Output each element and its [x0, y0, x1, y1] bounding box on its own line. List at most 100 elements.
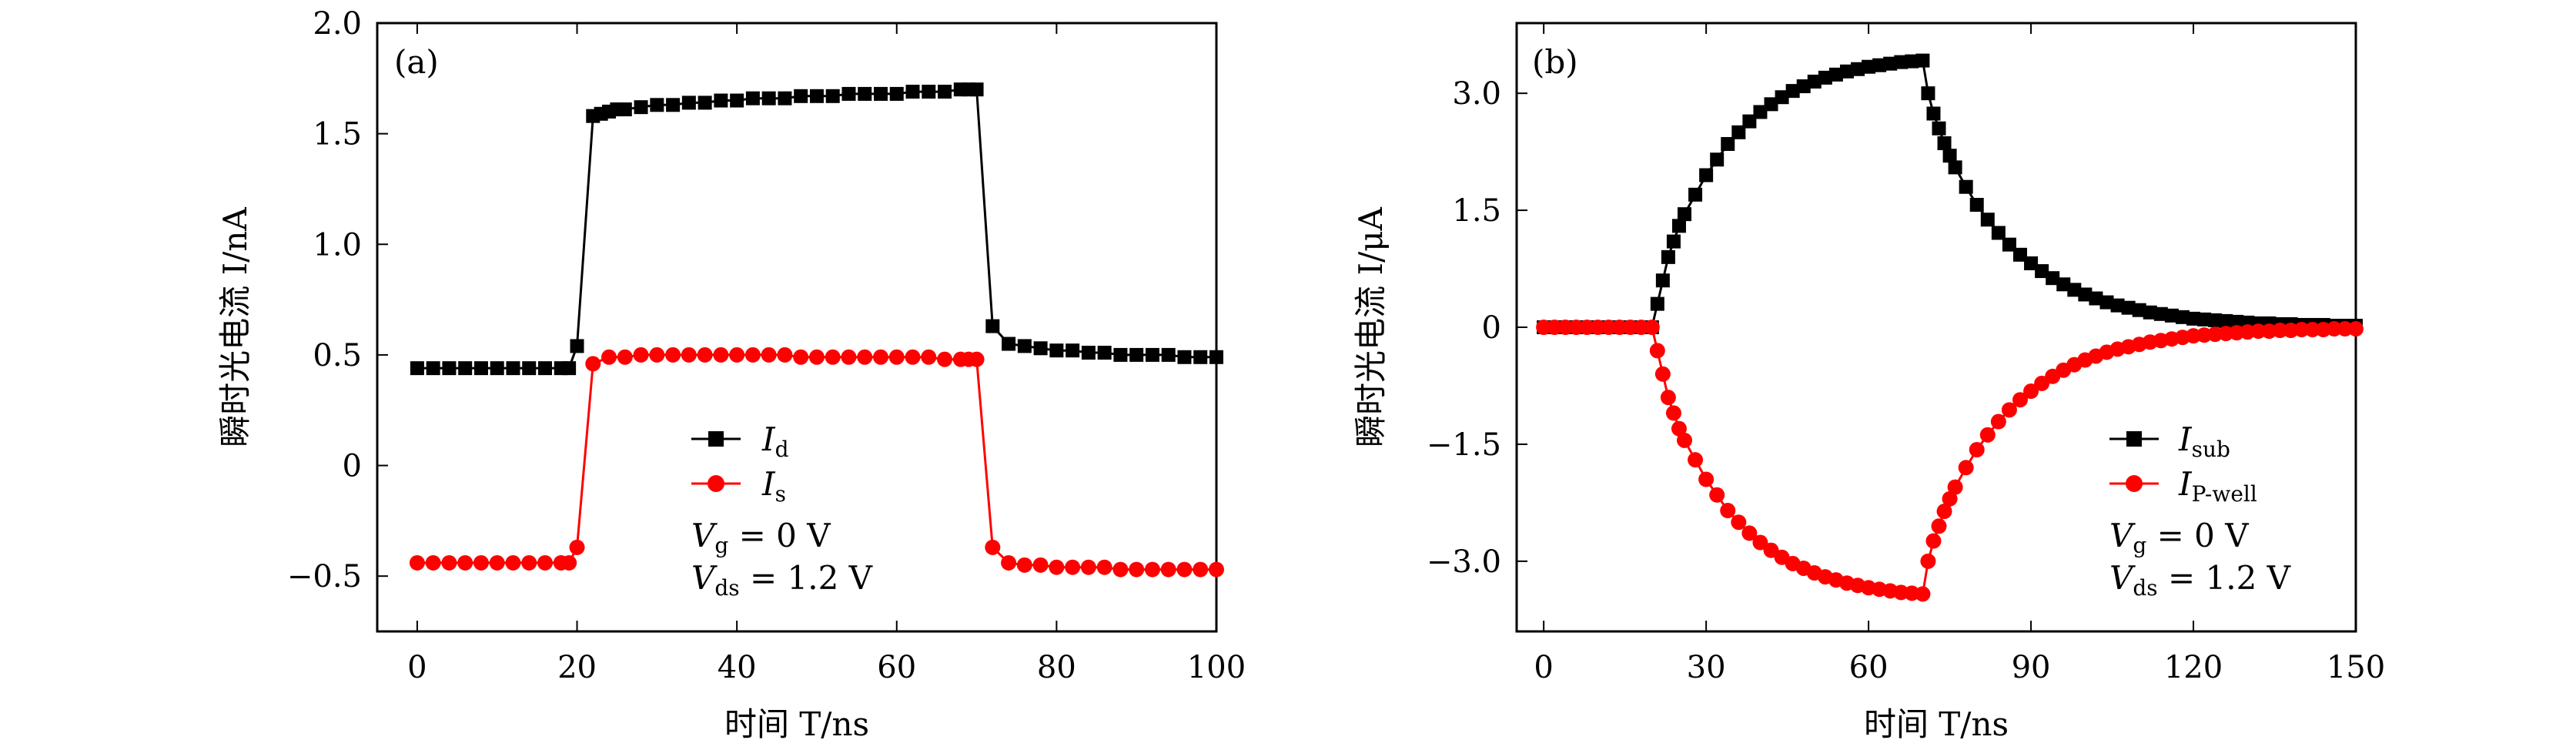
- data-point: [1129, 561, 1145, 578]
- legend-marker-id: [708, 431, 724, 447]
- data-point: [1915, 586, 1931, 602]
- data-point: [473, 554, 489, 571]
- x-tick-label: 0: [407, 650, 427, 685]
- x-tick-label: 120: [2164, 650, 2223, 685]
- series-lines-a: [417, 88, 1216, 571]
- panel-a: (a) 0 20 40 60 80 100 −0.5 0 0.5 1.0 1.5 2.0 时间 T/…: [216, 6, 1246, 743]
- data-point: [921, 349, 937, 365]
- y-tick-label: 2.0: [313, 6, 362, 42]
- data-point: [1699, 168, 1714, 182]
- panel-label-a: (a): [394, 43, 439, 81]
- data-point: [1936, 504, 1952, 520]
- y-tick-label: 0: [1482, 310, 1501, 346]
- data-point: [1775, 90, 1789, 105]
- data-point: [1650, 296, 1664, 311]
- x-tick-label: 150: [2327, 650, 2385, 685]
- y-tick-label: 1.0: [313, 227, 362, 263]
- data-point: [841, 349, 857, 365]
- data-point: [1741, 525, 1758, 541]
- data-point: [985, 319, 1000, 333]
- condition-vg-a: Vg = 0 V: [691, 517, 831, 558]
- data-point: [2110, 298, 2125, 313]
- data-point: [1601, 320, 1617, 335]
- data-point: [969, 351, 985, 367]
- data-point: [634, 100, 648, 115]
- x-tick-label: 0: [1534, 650, 1553, 685]
- data-point: [1096, 559, 1112, 575]
- legend-marker-is: [708, 475, 724, 492]
- data-point: [1688, 187, 1703, 202]
- y-tick-label: 1.5: [313, 117, 362, 152]
- data-point: [1633, 320, 1649, 335]
- data-point: [730, 93, 744, 108]
- data-point: [1654, 366, 1671, 382]
- data-point: [744, 347, 761, 363]
- data-point: [1666, 234, 1681, 249]
- data-point: [1177, 350, 1192, 364]
- data-point: [1980, 213, 1995, 227]
- data-point: [441, 554, 457, 571]
- x-tick-label: 80: [1037, 650, 1076, 685]
- data-point: [697, 347, 713, 363]
- data-point: [1720, 503, 1736, 519]
- data-point: [698, 95, 712, 110]
- legend-label-isub: Isub: [2178, 420, 2230, 462]
- data-point: [2304, 322, 2320, 338]
- data-point: [1905, 54, 1919, 69]
- data-point: [873, 349, 888, 365]
- data-point: [1113, 347, 1128, 362]
- data-point: [1948, 160, 1962, 175]
- data-point: [1862, 59, 1876, 74]
- y-axis-title-a: 瞬时光电流 I/nA: [216, 207, 254, 447]
- data-point: [601, 349, 617, 365]
- data-point: [937, 351, 953, 367]
- y-tick-label: 1.5: [1452, 193, 1501, 229]
- data-point: [649, 347, 665, 363]
- data-point: [1049, 559, 1065, 575]
- data-point: [650, 98, 664, 112]
- data-point: [745, 91, 760, 105]
- data-point: [538, 361, 552, 376]
- data-point: [1049, 343, 1064, 358]
- data-point: [2002, 237, 2016, 252]
- data-point: [1568, 320, 1584, 335]
- data-point: [2067, 283, 2082, 297]
- data-point: [1032, 557, 1049, 573]
- data-point: [2186, 311, 2201, 326]
- data-point: [585, 356, 601, 372]
- data-point: [2250, 323, 2267, 340]
- data-point: [1033, 341, 1048, 356]
- data-point: [761, 347, 777, 363]
- data-point: [1066, 343, 1080, 358]
- x-tick-label: 90: [2012, 650, 2051, 685]
- legend-label-ipwell: IP-well: [2178, 465, 2257, 507]
- data-point: [681, 95, 696, 110]
- data-point: [1990, 414, 2006, 430]
- data-point: [1644, 320, 1660, 335]
- panel-b: (b) 0 30 60 90 120 150 −3.0 −1.5 0 1.5 3.0 时间 T/n…: [1352, 22, 2385, 743]
- data-point: [633, 347, 649, 363]
- data-point: [1731, 514, 1747, 531]
- y-tick-label: −3.0: [1427, 544, 1501, 580]
- data-point: [2337, 321, 2353, 337]
- data-point: [1883, 56, 1898, 71]
- data-point: [1678, 207, 1691, 222]
- series-line-id: [417, 88, 1216, 370]
- data-point: [1665, 405, 1681, 421]
- data-point: [809, 89, 824, 103]
- legend-marker-isub: [2126, 431, 2142, 447]
- data-point: [1112, 561, 1129, 578]
- condition-vg-b: Vg = 0 V: [2109, 517, 2249, 558]
- data-point: [1176, 561, 1193, 578]
- y-tick-label: −0.5: [287, 559, 362, 594]
- data-point: [1818, 70, 1832, 85]
- data-point: [506, 361, 520, 376]
- data-point: [1065, 559, 1081, 575]
- y-tick-label: 3.0: [1452, 76, 1501, 112]
- data-point: [1649, 343, 1665, 359]
- data-point: [409, 554, 425, 571]
- data-point: [1764, 97, 1778, 112]
- data-point: [1590, 320, 1606, 335]
- y-ticks-b: −3.0 −1.5 0 1.5 3.0: [1427, 76, 1527, 580]
